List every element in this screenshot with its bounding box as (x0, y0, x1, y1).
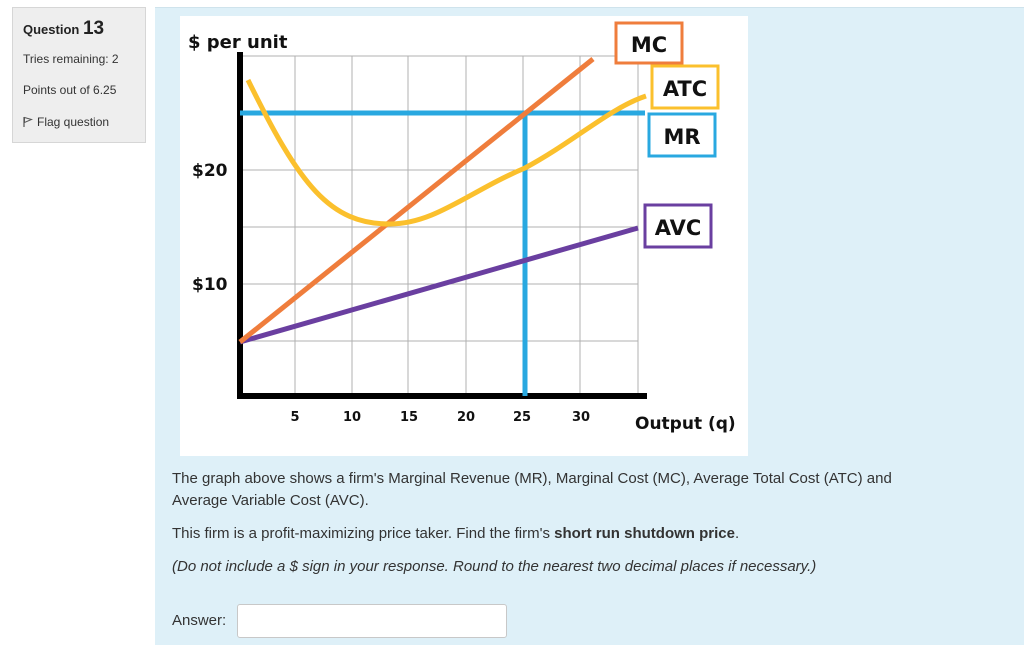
flag-question-link[interactable]: Flag question (23, 115, 109, 129)
legend-mr-label: MR (663, 125, 700, 149)
question-number: Question 13 (23, 18, 135, 40)
y-tick-20: $20 (192, 161, 228, 181)
graph-svg: $ per unit $20 $10 5 10 15 20 25 30 Outp… (188, 21, 736, 434)
legend-atc-label: ATC (663, 77, 707, 101)
instruction-end: . (734, 525, 740, 542)
x-tick-10: 10 (343, 410, 361, 425)
legend-mc-label: MC (631, 33, 667, 57)
question-instruction: This firm is a profit-maximizing price t… (172, 523, 739, 545)
y-axis-label: $ per unit (188, 32, 288, 53)
avc-curve (239, 225, 639, 345)
y-tick-10: $10 (192, 275, 228, 295)
instruction-text: This firm is a profit-maximizing price t… (172, 525, 555, 542)
question-note: (Do not include a $ sign in your respons… (172, 558, 817, 575)
flag-icon (23, 116, 33, 127)
x-tick-15: 15 (400, 410, 418, 425)
question-description-line1: The graph above shows a firm's Marginal … (172, 470, 892, 487)
atc-curve (245, 78, 647, 227)
legend-atc: ATC (650, 64, 720, 110)
cost-curves-graph: $ per unit $20 $10 5 10 15 20 25 30 Outp… (180, 16, 748, 456)
instruction-emphasis: short run shutdown price (554, 525, 735, 542)
x-tick-5: 5 (290, 410, 299, 425)
question-word: Question (23, 22, 80, 37)
question-number-value: 13 (82, 18, 105, 39)
question-description-line2: Average Variable Cost (AVC). (172, 492, 369, 509)
grid (238, 55, 639, 396)
legend-avc: AVC (643, 203, 713, 249)
x-tick-25: 25 (513, 410, 531, 425)
tries-remaining: Tries remaining: 2 (23, 52, 119, 66)
mc-curve (238, 57, 595, 344)
answer-input[interactable] (237, 604, 507, 638)
points-available: Points out of 6.25 (23, 83, 117, 97)
legend-avc-label: AVC (655, 216, 702, 240)
legend-mc: MC (614, 21, 684, 65)
x-axis-label: Output (q) (635, 414, 736, 434)
axes (237, 52, 647, 399)
x-tick-20: 20 (457, 410, 475, 425)
answer-label: Answer: (172, 612, 227, 629)
legend-mr: MR (647, 112, 717, 158)
question-info-panel: Question 13 Tries remaining: 2 Points ou… (12, 7, 146, 143)
flag-question-label: Flag question (37, 115, 110, 129)
x-tick-30: 30 (572, 410, 590, 425)
